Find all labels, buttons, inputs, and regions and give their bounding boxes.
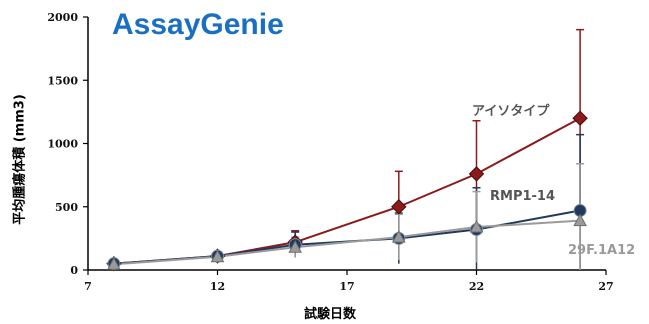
- data-point-29f-1a12: [391, 230, 406, 243]
- y-tick-label: 0: [70, 264, 78, 277]
- x-tick-label: 7: [84, 280, 92, 293]
- y-tick-label: 500: [55, 201, 78, 214]
- data-point-29f-1a12: [210, 249, 225, 263]
- series-line-29f-1a12: [113, 219, 581, 266]
- y-tick-label: 1000: [47, 138, 78, 151]
- data-point-29f-1a12: [107, 257, 121, 270]
- data-point-isotype: [572, 110, 588, 126]
- series-label-isotype: アイソタイプ: [472, 104, 550, 119]
- chart-axes: [87, 17, 606, 271]
- chart-ticks: 7 12 17 22 27 0 500 1000 1500 2000: [47, 11, 613, 293]
- y-tick-label: 1500: [47, 74, 78, 87]
- brand-logo-text: AssayGenie: [112, 8, 284, 41]
- y-tick-label: 2000: [47, 11, 78, 24]
- data-point-isotype: [468, 166, 485, 182]
- data-point-29f-1a12: [573, 213, 587, 227]
- x-tick-label: 27: [598, 280, 613, 293]
- chart-markers: [106, 110, 588, 272]
- data-point-isotype: [391, 199, 407, 215]
- chart-series-lines: [113, 117, 581, 266]
- chart-error-bars: [109, 28, 585, 270]
- x-axis-label: 試験日数: [304, 307, 357, 322]
- y-axis-label: 平均腫瘍体積 (mm3): [12, 94, 28, 225]
- x-tick-label: 22: [469, 280, 484, 293]
- data-point-29f-1a12: [288, 240, 303, 253]
- chart-series-labels: アイソタイプ RMP1-14 29F.1A12: [472, 104, 635, 258]
- series-line-rmp1-14: [113, 209, 581, 265]
- x-tick-label: 17: [339, 280, 354, 293]
- series-label-29f-1a12: 29F.1A12: [568, 243, 635, 258]
- data-point-29f-1a12: [469, 219, 484, 233]
- x-tick-label: 12: [210, 280, 225, 293]
- series-label-rmp1-14: RMP1-14: [490, 189, 555, 204]
